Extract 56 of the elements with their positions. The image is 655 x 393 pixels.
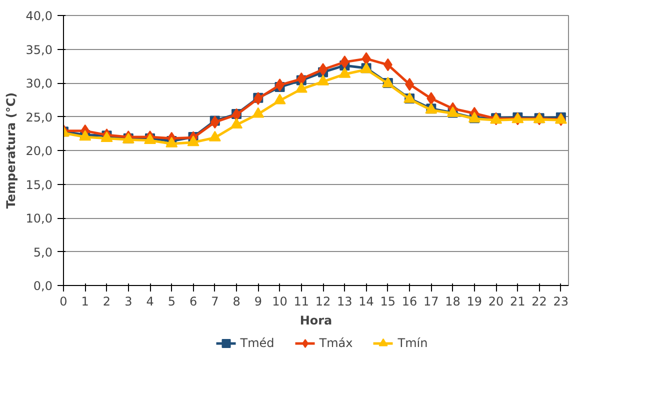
x-tick-label: 12: [315, 294, 331, 308]
x-tick-label: 11: [294, 294, 310, 308]
x-tick-label: 22: [532, 294, 547, 308]
x-tick-label: 18: [445, 294, 460, 308]
y-axis-title: Temperatura (°C): [4, 92, 18, 209]
point: [254, 92, 263, 106]
point: [426, 92, 436, 106]
point: [275, 78, 284, 92]
legend-label: Tméd: [240, 336, 274, 350]
x-tick-label: 19: [466, 294, 482, 308]
x-tick-label: 3: [124, 294, 132, 308]
legend-label: Tmáx: [319, 336, 353, 350]
point: [208, 130, 221, 142]
point: [340, 56, 350, 69]
y-tick-label: 35,0: [26, 42, 52, 57]
x-tick-label: 2: [102, 294, 111, 308]
y-tick-label: 25,0: [26, 110, 52, 124]
point: [274, 94, 286, 104]
legend-label: Tmín: [398, 336, 428, 350]
point: [210, 116, 220, 129]
y-tick-label: 30,0: [26, 76, 52, 90]
point: [318, 63, 328, 76]
point: [295, 82, 308, 93]
point: [317, 74, 330, 86]
x-tick-label: 6: [189, 294, 198, 308]
x-tick-label: 15: [380, 294, 396, 308]
x-tick-label: 23: [553, 294, 569, 308]
x-tick-label: 4: [146, 294, 154, 308]
point: [362, 52, 371, 66]
point: [405, 78, 414, 91]
x-axis-title: Hora: [300, 314, 332, 328]
x-tick-label: 0: [60, 294, 68, 308]
y-tick-label: 20,0: [26, 144, 52, 158]
x-tick-label: 10: [272, 294, 288, 308]
x-tick-label: 21: [510, 294, 526, 308]
x-tick-label: 14: [358, 294, 374, 308]
y-tick-label: 15,0: [26, 178, 52, 192]
x-tick-label: 7: [211, 294, 219, 308]
point: [187, 136, 200, 146]
x-tick-label: 17: [424, 294, 439, 308]
x-tick-label: 20: [488, 294, 504, 308]
x-tick-label: 16: [402, 294, 418, 308]
x-tick-label: 13: [337, 294, 352, 308]
x-tick-label: 5: [168, 294, 176, 308]
y-tick-label: 10,0: [26, 212, 52, 226]
x-tick-label: 9: [254, 294, 262, 308]
x-tick-label: 1: [81, 294, 89, 308]
point: [383, 58, 392, 72]
x-tick-label: 8: [232, 294, 240, 308]
point: [296, 72, 306, 86]
point: [252, 107, 264, 118]
point: [230, 118, 243, 129]
y-tick-label: 0,0: [33, 279, 53, 293]
y-tick-label: 40,0: [26, 9, 52, 23]
y-tick-label: 5,0: [33, 245, 53, 260]
point: [338, 67, 351, 78]
